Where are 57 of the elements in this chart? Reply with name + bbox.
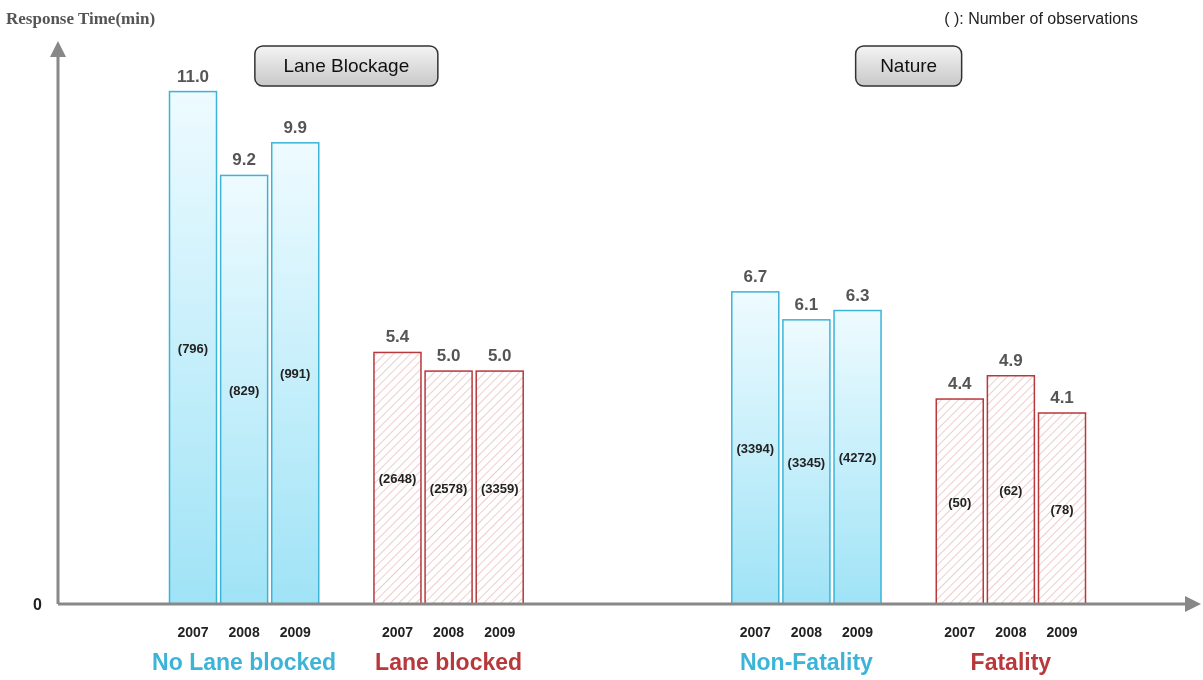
bar xyxy=(731,291,780,605)
data-label: 4.4 xyxy=(947,374,973,394)
y-axis-title: Response Time(min) xyxy=(6,9,156,28)
x-tick-label: 2008 xyxy=(433,624,465,640)
data-label: 5.0 xyxy=(487,346,512,366)
bar xyxy=(270,142,320,605)
bar xyxy=(1037,412,1087,605)
annotation: (3345) xyxy=(787,454,826,470)
x-tick-label: 2009 xyxy=(279,624,312,640)
text: Fatality xyxy=(970,649,1052,675)
bar xyxy=(986,374,1036,605)
data-label: 5.4 xyxy=(385,327,410,347)
annotation: (829) xyxy=(228,382,260,398)
x-tick-label: 2009 xyxy=(484,624,516,640)
annotation: Lane Blockage xyxy=(283,55,410,76)
annotation: (796) xyxy=(177,340,209,356)
data-label: 4.1 xyxy=(1050,388,1074,408)
annotation: (3394) xyxy=(736,440,775,456)
x-tick-label: 2007 xyxy=(739,624,772,640)
x-tick-label: 2007 xyxy=(177,624,209,640)
annotation: (3359) xyxy=(480,480,519,496)
annotation: (991) xyxy=(280,366,311,382)
data-label: 6.3 xyxy=(845,285,870,305)
bar xyxy=(935,398,985,605)
text: ( ): Number of observations xyxy=(944,10,1138,27)
annotation: (78) xyxy=(1050,501,1074,517)
annotation: (4272) xyxy=(838,450,877,466)
text: 0 xyxy=(33,596,43,613)
x-tick-label: 2007 xyxy=(944,624,976,640)
data-label: 5.0 xyxy=(436,346,461,366)
x-tick-label: 2008 xyxy=(995,624,1027,640)
data-label: 9.9 xyxy=(283,117,308,137)
annotation: (50) xyxy=(948,494,972,510)
text: Non-Fatality xyxy=(739,649,874,675)
annotation: (2648) xyxy=(378,471,417,487)
data-label: 4.9 xyxy=(999,350,1023,370)
bar xyxy=(782,319,831,605)
bar xyxy=(475,370,524,605)
bar xyxy=(168,90,218,605)
x-tick-label: 2008 xyxy=(228,624,260,640)
x-tick-label: 2009 xyxy=(841,624,874,640)
annotation: (2578) xyxy=(429,480,468,496)
text: No Lane blocked xyxy=(152,649,337,675)
bar xyxy=(424,370,473,605)
data-label: 6.7 xyxy=(743,266,768,286)
x-tick-label: 2009 xyxy=(1046,624,1078,640)
annotation: Nature xyxy=(880,55,938,76)
data-label: 11.0 xyxy=(176,66,210,86)
text: Lane blocked xyxy=(375,649,523,675)
data-label: 6.1 xyxy=(794,294,819,314)
bar xyxy=(373,351,422,605)
x-tick-label: 2007 xyxy=(381,624,414,640)
bar xyxy=(219,174,269,605)
x-tick-label: 2008 xyxy=(790,624,823,640)
data-label: 9.2 xyxy=(232,150,256,170)
annotation: (62) xyxy=(999,482,1023,498)
bar xyxy=(833,309,882,605)
